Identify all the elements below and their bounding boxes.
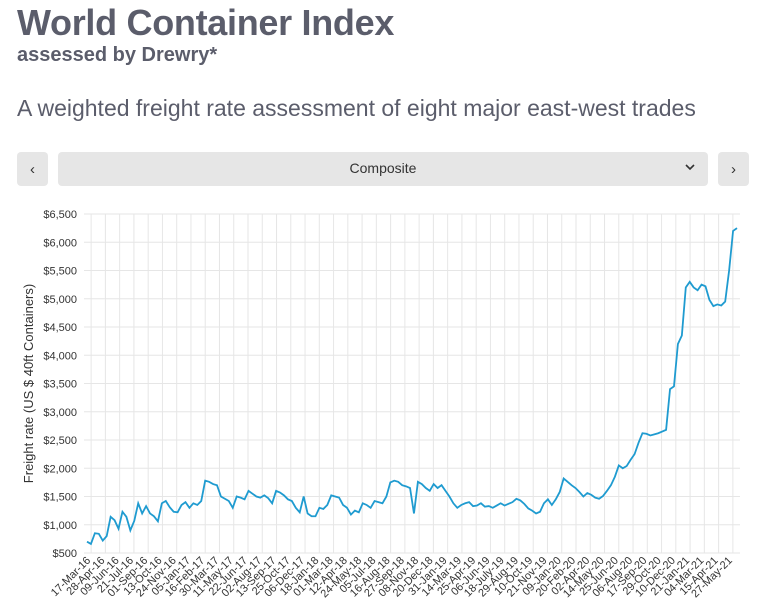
y-tick-label: $6,000 [43,237,77,249]
next-index-button[interactable]: › [718,152,749,186]
y-tick-label: $4,000 [43,350,77,362]
selected-index-label: Composite [349,160,417,176]
page-title: World Container Index [17,2,395,43]
y-tick-label: $1,500 [43,492,77,504]
index-selector-dropdown[interactable]: Composite [58,152,708,186]
y-tick-label: $6,500 [43,209,77,221]
page-subtitle: assessed by Drewry* [17,44,218,66]
y-axis-label: Freight rate (US $ 40ft Containers) [21,284,36,483]
y-tick-label: $2,500 [43,435,77,447]
previous-index-button[interactable]: ‹ [17,152,48,186]
y-tick-label: $500 [53,548,77,560]
y-tick-label: $2,000 [43,463,77,475]
y-tick-label: $1,000 [43,520,77,532]
chevron-left-icon: ‹ [30,160,35,178]
chevron-down-icon [684,161,696,176]
y-tick-label: $4,500 [43,322,77,334]
y-tick-label: $3,500 [43,379,77,391]
page-description: A weighted freight rate assessment of ei… [17,95,696,121]
y-tick-label: $5,000 [43,294,77,306]
composite-series-line [86,227,738,546]
y-tick-label: $3,000 [43,407,77,419]
freight-rate-chart: $500 $1,000 $1,500 $2,000 $2,500 $3,000 $3,500… [21,209,740,600]
y-tick-label: $5,500 [43,266,77,278]
chevron-right-icon: › [731,160,736,178]
